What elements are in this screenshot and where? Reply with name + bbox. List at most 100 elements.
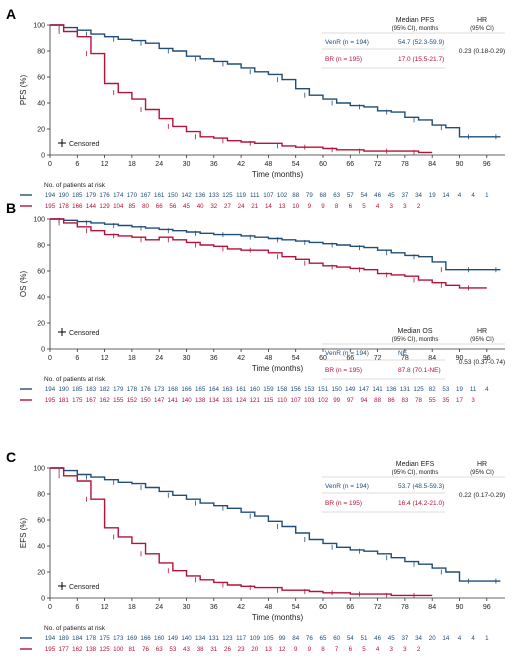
x-axis-label: Time (months) — [252, 364, 304, 373]
risk-value: 179 — [113, 386, 124, 393]
risk-value: 4 — [471, 635, 475, 642]
risk-value: 167 — [140, 192, 151, 199]
legend-row-label: BR (n = 195) — [325, 500, 362, 507]
risk-value: 4 — [485, 386, 489, 393]
risk-value: 147 — [359, 386, 370, 393]
risk-value: 153 — [304, 386, 315, 393]
legend-row-median: NE — [398, 350, 408, 357]
risk-value: 17 — [456, 397, 463, 404]
x-tick-label: 54 — [292, 355, 300, 362]
risk-value: 4 — [376, 646, 380, 653]
x-tick-label: 30 — [183, 161, 191, 168]
risk-value: 6 — [349, 646, 353, 653]
risk-value: 3 — [390, 203, 394, 210]
legend-row-median: 53.7 (48.5-59.3) — [398, 483, 444, 490]
risk-value: 161 — [154, 192, 165, 199]
x-tick-label: 60 — [319, 161, 327, 168]
risk-value: 166 — [181, 386, 192, 393]
risk-value: 134 — [195, 635, 206, 642]
legend-row-median: 54.7 (52.3-59.9) — [398, 39, 444, 46]
risk-value: 76 — [306, 635, 313, 642]
legend-col2-sub: (95% CI) — [470, 337, 494, 343]
risk-value: 156 — [291, 386, 302, 393]
x-tick-label: 66 — [346, 161, 354, 168]
risk-value: 147 — [154, 397, 165, 404]
x-tick-label: 36 — [210, 355, 218, 362]
y-tick-label: 60 — [37, 269, 45, 276]
legend-col1-title: Median OS — [397, 328, 432, 335]
x-tick-label: 42 — [237, 604, 245, 611]
risk-value: 105 — [263, 635, 274, 642]
risk-value: 3 — [403, 203, 407, 210]
legend-row-label: BR (n = 195) — [325, 56, 362, 63]
risk-value: 9 — [321, 203, 325, 210]
risk-value: 173 — [113, 635, 124, 642]
x-tick-label: 78 — [401, 161, 409, 168]
x-tick-label: 60 — [319, 604, 327, 611]
risk-value: 165 — [195, 386, 206, 393]
risk-value: 150 — [331, 386, 342, 393]
km-curve-venr — [50, 218, 501, 271]
risk-value: 102 — [318, 397, 329, 404]
risk-value: 115 — [263, 397, 273, 404]
legend-col1-title: Median EFS — [396, 461, 435, 468]
x-tick-label: 42 — [237, 355, 245, 362]
risk-value: 35 — [442, 397, 449, 404]
panel-letter: A — [6, 6, 16, 22]
x-tick-label: 30 — [183, 604, 191, 611]
legend-col2-title: HR — [477, 17, 487, 24]
legend-row-label: VenR (n = 194) — [325, 350, 369, 357]
risk-value: 194 — [45, 635, 56, 642]
km-curve-br — [50, 218, 487, 289]
x-tick-label: 66 — [346, 604, 354, 611]
risk-value: 80 — [142, 203, 149, 210]
risk-value: 119 — [236, 192, 246, 199]
risk-value: 102 — [277, 192, 288, 199]
legend-hr: 0.22 (0.17-0.29) — [459, 492, 505, 499]
risk-value: 45 — [388, 635, 395, 642]
risk-value: 176 — [140, 386, 151, 393]
x-tick-label: 72 — [374, 355, 382, 362]
risk-value: 37 — [401, 635, 408, 642]
legend-row-median: 16.4 (14.2-21.0) — [398, 500, 444, 507]
risk-value: 8 — [335, 203, 339, 210]
risk-value: 63 — [333, 192, 340, 199]
legend-col1-sub: (95% CI), months — [392, 470, 439, 476]
risk-value: 138 — [195, 397, 206, 404]
x-tick-label: 18 — [128, 161, 136, 168]
risk-value: 53 — [442, 386, 449, 393]
risk-value: 55 — [429, 397, 436, 404]
legend-col2-sub: (95% CI) — [470, 470, 494, 476]
risk-value: 134 — [209, 397, 220, 404]
risk-value: 174 — [113, 192, 124, 199]
risk-value: 63 — [156, 646, 163, 653]
risk-value: 4 — [458, 192, 462, 199]
risk-value: 11 — [470, 386, 477, 393]
risk-value: 84 — [292, 635, 299, 642]
risk-value: 140 — [181, 635, 192, 642]
risk-value: 123 — [222, 635, 233, 642]
risk-value: 1 — [485, 635, 489, 642]
legend-col1-sub: (95% CI), months — [392, 337, 439, 343]
risk-value: 14 — [265, 203, 272, 210]
risk-value: 45 — [183, 203, 190, 210]
risk-table-title: No. of patients at risk — [44, 625, 106, 632]
risk-value: 176 — [99, 192, 110, 199]
y-tick-label: 80 — [37, 49, 45, 56]
risk-value: 104 — [113, 203, 124, 210]
risk-value: 82 — [429, 386, 436, 393]
y-tick-label: 20 — [37, 321, 45, 328]
y-tick-label: 20 — [37, 570, 45, 577]
risk-value: 110 — [277, 397, 287, 404]
risk-value: 150 — [140, 397, 151, 404]
risk-value: 149 — [168, 635, 179, 642]
km-curve-venr — [50, 467, 501, 582]
risk-value: 20 — [429, 635, 436, 642]
risk-value: 34 — [415, 192, 422, 199]
risk-value: 155 — [113, 397, 124, 404]
x-tick-label: 90 — [456, 355, 464, 362]
risk-value: 65 — [320, 635, 327, 642]
x-tick-label: 84 — [428, 604, 436, 611]
risk-value: 181 — [58, 397, 69, 404]
legend-row-median: 17.0 (15.5-21.7) — [398, 56, 444, 63]
